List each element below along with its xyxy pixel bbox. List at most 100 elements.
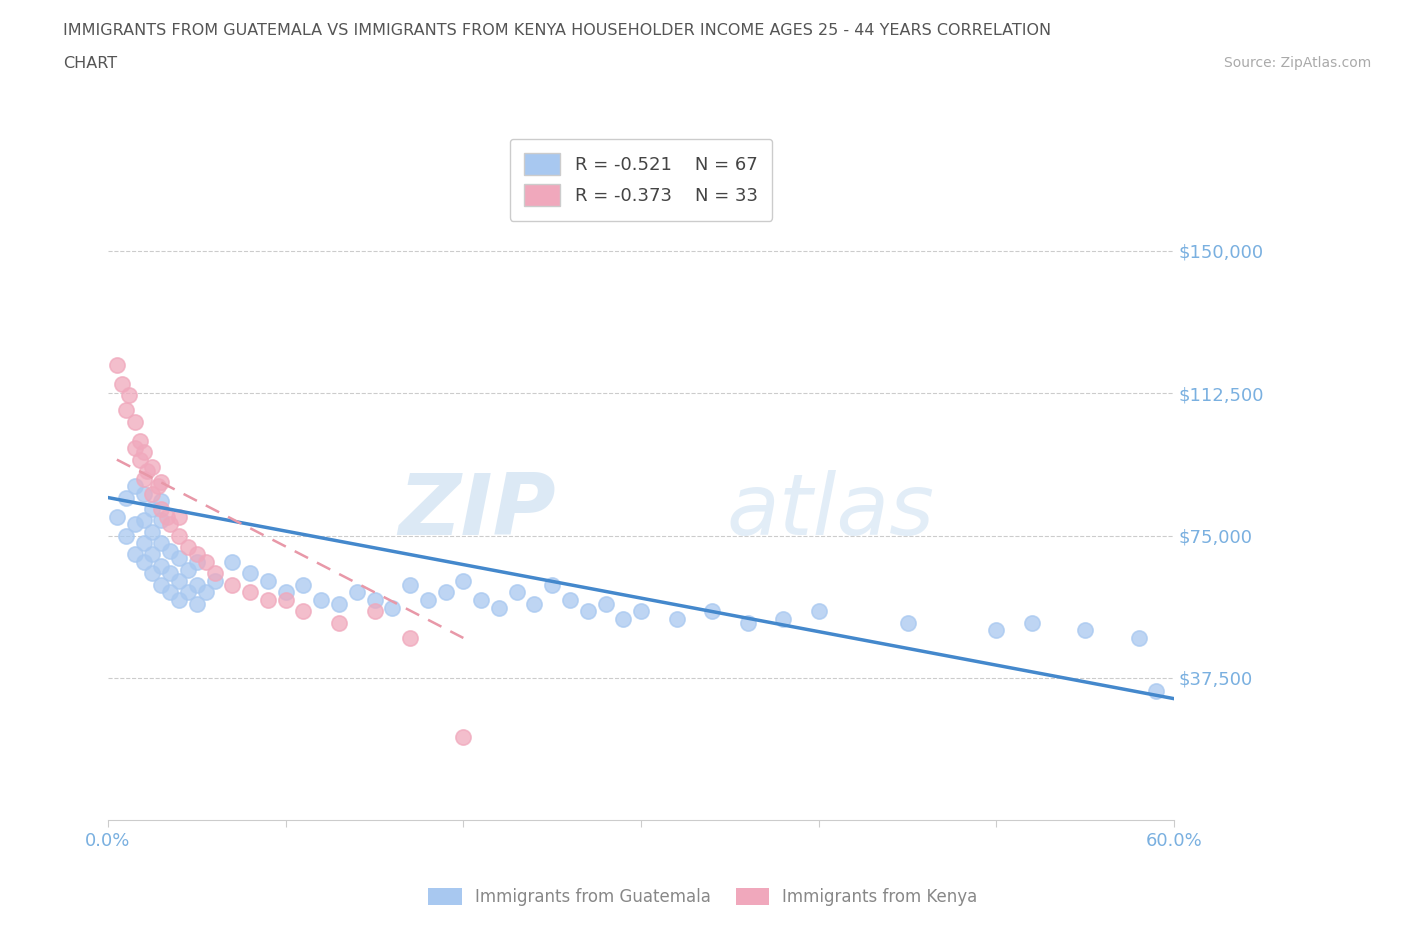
Point <box>470 592 492 607</box>
Point <box>186 596 208 611</box>
Point <box>612 612 634 627</box>
Point <box>239 566 262 581</box>
Point <box>114 528 136 543</box>
Point <box>186 547 208 562</box>
Point <box>576 604 599 618</box>
Point <box>150 501 173 516</box>
Point <box>363 592 385 607</box>
Point <box>309 592 332 607</box>
Point <box>257 592 280 607</box>
Point <box>194 585 217 600</box>
Point <box>221 554 243 569</box>
Point <box>150 558 173 573</box>
Point <box>204 566 226 581</box>
Point <box>434 585 457 600</box>
Point <box>1144 684 1167 698</box>
Point <box>453 729 475 744</box>
Point <box>150 513 173 528</box>
Text: IMMIGRANTS FROM GUATEMALA VS IMMIGRANTS FROM KENYA HOUSEHOLDER INCOME AGES 25 - : IMMIGRANTS FROM GUATEMALA VS IMMIGRANTS … <box>63 23 1052 38</box>
Point <box>772 612 794 627</box>
Point <box>146 479 169 494</box>
Point <box>132 536 155 551</box>
Point <box>194 554 217 569</box>
Point <box>141 459 163 474</box>
Point <box>132 445 155 459</box>
Point <box>292 578 315 592</box>
Point <box>416 592 439 607</box>
Point <box>274 585 297 600</box>
Text: Source: ZipAtlas.com: Source: ZipAtlas.com <box>1223 56 1371 70</box>
Point <box>737 616 759 631</box>
Point <box>896 616 918 631</box>
Point <box>346 585 368 600</box>
Point <box>136 463 159 478</box>
Point <box>111 377 134 392</box>
Point <box>159 517 181 532</box>
Point <box>1128 631 1150 645</box>
Point <box>204 574 226 589</box>
Point <box>328 596 350 611</box>
Text: CHART: CHART <box>63 56 117 71</box>
Point <box>141 501 163 516</box>
Point <box>150 494 173 509</box>
Point <box>177 585 200 600</box>
Point <box>124 517 146 532</box>
Point <box>807 604 830 618</box>
Point <box>132 472 155 486</box>
Point <box>124 414 146 429</box>
Point <box>630 604 652 618</box>
Point <box>221 578 243 592</box>
Point <box>150 536 173 551</box>
Point <box>141 547 163 562</box>
Point <box>159 585 181 600</box>
Point <box>159 566 181 581</box>
Legend: R = -0.521    N = 67, R = -0.373    N = 33: R = -0.521 N = 67, R = -0.373 N = 33 <box>510 139 772 220</box>
Point <box>239 585 262 600</box>
Point <box>150 475 173 490</box>
Point <box>167 551 190 565</box>
Point <box>328 616 350 631</box>
Point <box>159 543 181 558</box>
Point <box>257 574 280 589</box>
Point <box>156 509 179 524</box>
Text: ZIP: ZIP <box>398 471 555 553</box>
Point <box>132 554 155 569</box>
Point <box>132 513 155 528</box>
Point <box>105 509 128 524</box>
Point <box>399 631 422 645</box>
Point <box>595 596 617 611</box>
Point <box>177 563 200 578</box>
Point <box>167 528 190 543</box>
Point <box>167 592 190 607</box>
Point <box>381 600 404 615</box>
Point <box>118 388 141 403</box>
Point <box>167 574 190 589</box>
Point <box>541 578 564 592</box>
Point <box>124 547 146 562</box>
Point <box>700 604 723 618</box>
Point <box>177 539 200 554</box>
Point <box>363 604 385 618</box>
Point <box>141 566 163 581</box>
Legend: Immigrants from Guatemala, Immigrants from Kenya: Immigrants from Guatemala, Immigrants fr… <box>422 881 984 912</box>
Point <box>665 612 688 627</box>
Point <box>150 578 173 592</box>
Point <box>488 600 510 615</box>
Point <box>523 596 546 611</box>
Point <box>167 509 190 524</box>
Point <box>399 578 422 592</box>
Point <box>132 486 155 501</box>
Point <box>105 357 128 372</box>
Point <box>1074 623 1097 638</box>
Point <box>114 403 136 418</box>
Point <box>986 623 1008 638</box>
Point <box>274 592 297 607</box>
Point <box>453 574 475 589</box>
Point <box>186 554 208 569</box>
Point <box>129 452 152 467</box>
Point <box>141 486 163 501</box>
Point <box>505 585 527 600</box>
Point <box>186 578 208 592</box>
Point <box>124 479 146 494</box>
Text: atlas: atlas <box>727 471 935 553</box>
